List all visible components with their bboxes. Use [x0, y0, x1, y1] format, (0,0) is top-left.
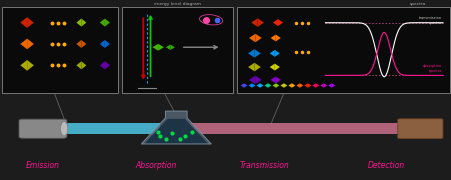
Polygon shape	[275, 83, 279, 88]
Polygon shape	[251, 18, 257, 27]
Polygon shape	[248, 63, 254, 71]
Polygon shape	[320, 83, 323, 88]
Polygon shape	[240, 83, 244, 88]
Polygon shape	[270, 76, 275, 83]
Polygon shape	[27, 39, 34, 49]
Polygon shape	[76, 19, 81, 27]
Polygon shape	[256, 83, 259, 88]
Polygon shape	[100, 19, 105, 27]
Polygon shape	[275, 76, 280, 83]
Polygon shape	[283, 83, 287, 88]
Polygon shape	[269, 64, 274, 71]
FancyBboxPatch shape	[19, 119, 67, 138]
Polygon shape	[255, 76, 261, 84]
Text: Detection: Detection	[367, 161, 404, 170]
Polygon shape	[20, 17, 27, 28]
Polygon shape	[81, 61, 86, 69]
Polygon shape	[105, 61, 110, 69]
Polygon shape	[81, 19, 86, 27]
Polygon shape	[272, 19, 277, 26]
Polygon shape	[307, 83, 310, 88]
Polygon shape	[166, 45, 170, 50]
Polygon shape	[248, 49, 254, 58]
Bar	[180, 123, 397, 134]
Bar	[122, 7, 232, 93]
Polygon shape	[269, 50, 274, 57]
Polygon shape	[76, 40, 81, 48]
Polygon shape	[249, 76, 255, 84]
Bar	[237, 7, 449, 93]
Polygon shape	[299, 83, 303, 88]
Polygon shape	[315, 83, 318, 88]
Polygon shape	[158, 44, 164, 51]
Polygon shape	[254, 63, 260, 71]
Polygon shape	[20, 39, 27, 49]
Polygon shape	[105, 40, 110, 48]
Polygon shape	[81, 40, 86, 48]
Polygon shape	[76, 61, 81, 69]
Text: Absorption: Absorption	[135, 161, 176, 170]
Bar	[61, 123, 160, 134]
Polygon shape	[264, 83, 267, 88]
Polygon shape	[20, 60, 27, 71]
Polygon shape	[304, 83, 307, 88]
Polygon shape	[323, 83, 327, 88]
Polygon shape	[259, 83, 263, 88]
Polygon shape	[170, 45, 175, 50]
Polygon shape	[274, 50, 279, 57]
Polygon shape	[248, 83, 252, 88]
Polygon shape	[280, 83, 283, 88]
Polygon shape	[272, 83, 275, 88]
Polygon shape	[244, 83, 247, 88]
Ellipse shape	[60, 122, 68, 136]
Polygon shape	[249, 34, 255, 42]
Polygon shape	[255, 34, 261, 42]
Text: energy level diagram: energy level diagram	[154, 2, 200, 6]
Polygon shape	[312, 83, 315, 88]
Polygon shape	[288, 83, 291, 88]
Polygon shape	[270, 35, 275, 41]
Polygon shape	[100, 40, 105, 48]
Polygon shape	[327, 83, 331, 88]
Polygon shape	[267, 83, 271, 88]
Polygon shape	[27, 17, 34, 28]
Polygon shape	[105, 19, 110, 27]
Polygon shape	[291, 83, 295, 88]
Polygon shape	[277, 19, 282, 26]
Polygon shape	[274, 64, 279, 71]
FancyBboxPatch shape	[397, 119, 442, 139]
Text: spectra: spectra	[409, 2, 425, 6]
Text: Emission: Emission	[26, 161, 60, 170]
Polygon shape	[144, 119, 207, 143]
Polygon shape	[257, 18, 263, 27]
Polygon shape	[27, 60, 34, 71]
Text: Transmission: Transmission	[239, 161, 289, 170]
Polygon shape	[252, 83, 255, 88]
Text: transmission
spectra: transmission spectra	[418, 16, 441, 25]
Text: absorption
spectra: absorption spectra	[422, 64, 441, 73]
Bar	[2, 7, 117, 93]
Polygon shape	[141, 111, 211, 144]
Polygon shape	[152, 44, 158, 51]
Polygon shape	[254, 49, 260, 58]
Polygon shape	[296, 83, 299, 88]
Polygon shape	[275, 35, 280, 41]
Polygon shape	[100, 61, 105, 69]
Polygon shape	[331, 83, 334, 88]
